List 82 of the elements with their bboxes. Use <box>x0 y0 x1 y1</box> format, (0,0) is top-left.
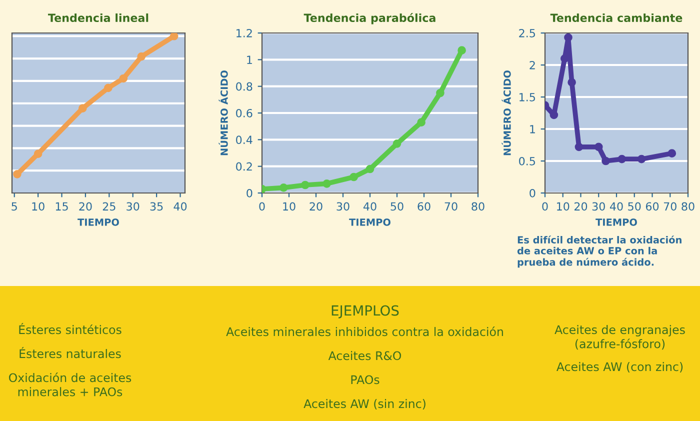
y-tick-label: 0.2 <box>236 162 252 171</box>
text: Ésteres sintéticos <box>19 323 122 334</box>
y-tick-label: 2.5 <box>519 28 535 38</box>
text: Aceites AW (sin zinc) <box>304 399 426 410</box>
text: Ésteres naturales <box>20 347 121 358</box>
x-tick-label: 70 <box>444 202 458 211</box>
x-tick-label: 0 <box>259 202 265 211</box>
x-tick-label: 50 <box>390 202 404 211</box>
x-tick-label: 35 <box>150 202 163 211</box>
x-tick-label: 20 <box>574 202 588 211</box>
y-tick-label: 0.4 <box>236 136 252 144</box>
x-tick-label: 25 <box>102 202 116 211</box>
point <box>568 78 576 86</box>
y-tick-label: 0.5 <box>519 156 535 166</box>
y-tick-label: 0 <box>246 188 252 198</box>
point <box>366 164 374 174</box>
point <box>350 172 358 182</box>
point <box>119 74 128 83</box>
x-tick-label: 70 <box>664 202 676 211</box>
y-axis-title: NÚMERO ÁCIDO <box>502 70 511 156</box>
x-tick-label: 10 <box>557 202 570 211</box>
point <box>458 46 466 54</box>
x-tick-label: 30 <box>336 202 350 211</box>
y-tick-label: 1 <box>247 56 252 64</box>
x-tick-label: 10 <box>283 202 296 211</box>
point <box>322 180 331 188</box>
point <box>436 88 444 98</box>
point <box>137 52 146 61</box>
point <box>594 142 603 152</box>
chart-title: Tendencia lineal <box>48 13 148 22</box>
x-axis-title: TIEMPO <box>78 218 119 226</box>
x-tick-label: 0 <box>542 202 548 211</box>
x-tick-label: 5 <box>12 202 17 211</box>
y-axis-title: NÚMERO ÁCIDO <box>218 70 228 156</box>
point <box>13 170 22 178</box>
text: Aceites R&O <box>328 351 402 360</box>
y-tick-label: 1 <box>530 125 535 134</box>
point <box>668 149 676 158</box>
point <box>170 33 178 40</box>
point <box>417 118 426 126</box>
text: Aceites de engranajes (azufre-fósforo) <box>554 325 685 350</box>
point <box>301 180 310 190</box>
point <box>560 54 569 63</box>
x-tick-label: 15 <box>56 202 68 211</box>
point <box>618 154 626 164</box>
y-tick-label: 2 <box>530 60 535 70</box>
point <box>637 154 646 164</box>
text: Es difícil detectar la oxidación de aceites AW o EP con la prueba de número ácido. <box>517 236 682 268</box>
x-tick-label: 20 <box>79 202 92 211</box>
text: EJEMPLOS <box>332 305 399 318</box>
text: PAOs <box>351 375 380 384</box>
point <box>279 184 288 192</box>
x-tick-label: 40 <box>174 202 187 211</box>
x-axis-title: TIEMPO <box>349 218 390 226</box>
point <box>392 140 402 148</box>
x-axis-title: TIEMPO <box>596 218 637 226</box>
x-tick-label: 60 <box>646 202 659 211</box>
x-tick-label: 10 <box>32 202 44 211</box>
x-tick-label: 60 <box>418 202 430 211</box>
point <box>574 142 584 152</box>
chart-title: Tendencia parabólica <box>304 13 436 24</box>
point <box>602 156 610 166</box>
x-tick-label: 80 <box>472 202 484 211</box>
point <box>104 84 112 92</box>
y-tick-label: 1.2 <box>236 28 252 38</box>
y-tick-label: 0.6 <box>236 108 252 118</box>
point <box>78 104 87 112</box>
x-tick-label: 30 <box>126 202 140 211</box>
text: Oxidación de aceites minerales + PAOs <box>8 372 132 396</box>
chart-title: Tendencia cambiante <box>550 13 682 22</box>
text: Aceites AW (con zinc) <box>556 362 683 373</box>
point <box>34 150 42 158</box>
x-tick-label: 30 <box>592 202 605 211</box>
x-tick-label: 80 <box>682 202 694 211</box>
x-tick-label: 40 <box>610 202 623 211</box>
y-tick-label: 0 <box>530 188 536 198</box>
x-tick-label: 20 <box>310 202 322 211</box>
text: Aceites minerales inhibidos contra la oxidación <box>226 326 503 336</box>
x-tick-label: 50 <box>628 202 641 211</box>
y-tick-label: 0.8 <box>236 82 252 91</box>
x-tick-label: 40 <box>363 202 376 211</box>
y-tick-label: 1.5 <box>520 93 535 102</box>
